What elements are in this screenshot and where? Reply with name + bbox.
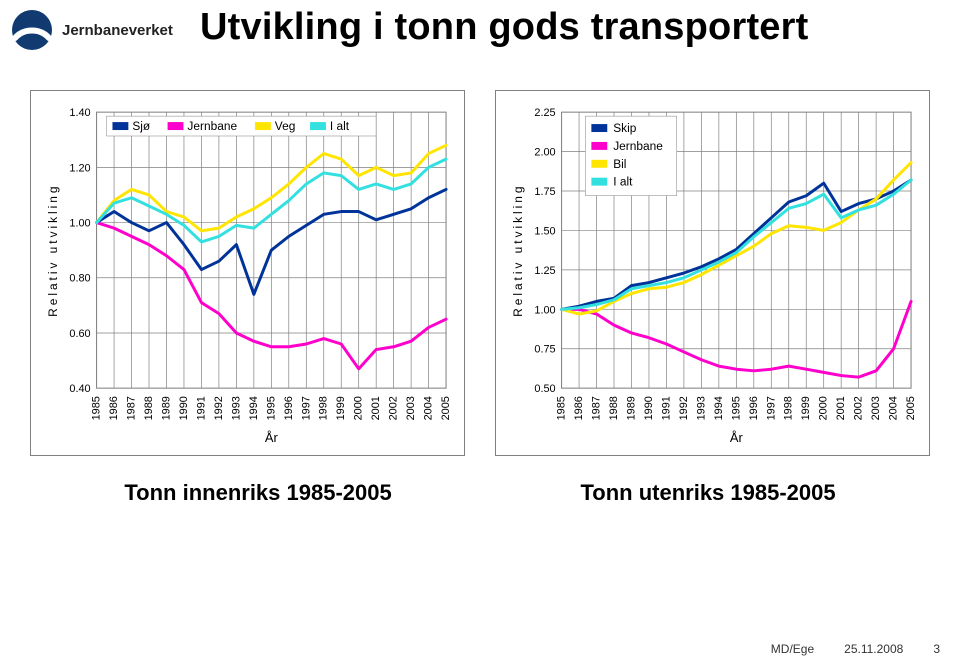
svg-text:0.75: 0.75 xyxy=(534,344,555,356)
svg-text:1994: 1994 xyxy=(248,396,260,420)
svg-text:Relativ utvikling: Relativ utvikling xyxy=(511,183,525,316)
svg-text:2000: 2000 xyxy=(353,396,365,420)
svg-text:1989: 1989 xyxy=(625,396,637,420)
svg-text:2002: 2002 xyxy=(388,396,400,420)
svg-text:År: År xyxy=(265,430,279,445)
brand-text: Jernbaneverket xyxy=(62,22,173,39)
footer-date: 25.11.2008 xyxy=(844,642,903,656)
svg-text:2000: 2000 xyxy=(818,396,830,420)
svg-text:1.25: 1.25 xyxy=(534,265,555,277)
svg-text:2005: 2005 xyxy=(440,396,452,420)
svg-text:1988: 1988 xyxy=(143,396,155,420)
chart-left-subtitle: Tonn innenriks 1985-2005 xyxy=(124,480,391,506)
charts-row: 0.40 0.60 0.80 1.00 1.20 1.40 1985 1986 1987 1988… xyxy=(30,90,930,456)
brand-logo-icon xyxy=(10,8,54,52)
slide: Jernbaneverket Utvikling i tonn gods tra… xyxy=(0,0,960,666)
svg-text:År: År xyxy=(730,430,744,445)
svg-text:Jernbane: Jernbane xyxy=(187,119,237,133)
svg-text:1995: 1995 xyxy=(265,396,277,420)
svg-text:1985: 1985 xyxy=(91,396,103,420)
svg-text:1988: 1988 xyxy=(608,396,620,420)
subtitles-row: Tonn innenriks 1985-2005 Tonn utenriks 1… xyxy=(30,480,930,506)
svg-text:2.25: 2.25 xyxy=(534,107,555,119)
svg-text:1998: 1998 xyxy=(318,396,330,420)
svg-text:1995: 1995 xyxy=(730,396,742,420)
svg-text:1996: 1996 xyxy=(748,396,760,420)
footer-left: MD/Ege xyxy=(771,642,814,656)
svg-text:1990: 1990 xyxy=(643,396,655,420)
svg-text:Relativ utvikling: Relativ utvikling xyxy=(46,183,60,316)
svg-text:1996: 1996 xyxy=(283,396,295,420)
svg-text:0.40: 0.40 xyxy=(69,383,90,395)
svg-text:1989: 1989 xyxy=(160,396,172,420)
svg-text:1992: 1992 xyxy=(213,396,225,420)
brand-header: Jernbaneverket xyxy=(10,8,173,52)
svg-text:I alt: I alt xyxy=(613,175,633,189)
svg-text:0.50: 0.50 xyxy=(534,383,555,395)
chart-left: 0.40 0.60 0.80 1.00 1.20 1.40 1985 1986 1987 1988… xyxy=(39,99,456,449)
svg-text:1999: 1999 xyxy=(800,396,812,420)
svg-text:1.75: 1.75 xyxy=(534,186,555,198)
svg-text:1.50: 1.50 xyxy=(534,225,555,237)
svg-text:1.00: 1.00 xyxy=(69,218,90,230)
svg-text:Bil: Bil xyxy=(613,157,626,171)
svg-text:1993: 1993 xyxy=(230,396,242,420)
svg-text:2004: 2004 xyxy=(888,396,900,420)
svg-text:2003: 2003 xyxy=(870,396,882,420)
footer-page: 3 xyxy=(933,642,940,656)
svg-text:0.60: 0.60 xyxy=(69,328,90,340)
chart-right: 0.50 0.75 1.00 1.25 1.50 1.75 2.00 2.25 1985 1986… xyxy=(504,99,921,449)
svg-text:1992: 1992 xyxy=(678,396,690,420)
svg-text:I alt: I alt xyxy=(330,119,350,133)
svg-text:1987: 1987 xyxy=(126,396,138,420)
svg-text:Skip: Skip xyxy=(613,121,637,135)
svg-text:1986: 1986 xyxy=(108,396,120,420)
svg-text:0.80: 0.80 xyxy=(69,273,90,285)
svg-text:2003: 2003 xyxy=(405,396,417,420)
svg-text:1991: 1991 xyxy=(195,396,207,420)
slide-footer: MD/Ege 25.11.2008 3 xyxy=(771,642,940,656)
chart-right-subtitle: Tonn utenriks 1985-2005 xyxy=(580,480,835,506)
chart-left-frame: 0.40 0.60 0.80 1.00 1.20 1.40 1985 1986 1987 1988… xyxy=(30,90,465,456)
svg-text:2.00: 2.00 xyxy=(534,147,555,159)
svg-text:2005: 2005 xyxy=(905,396,917,420)
slide-title: Utvikling i tonn gods transportert xyxy=(200,6,940,49)
svg-text:2004: 2004 xyxy=(423,396,435,420)
svg-text:1.20: 1.20 xyxy=(69,162,90,174)
svg-text:2001: 2001 xyxy=(370,396,382,420)
svg-text:1997: 1997 xyxy=(765,396,777,420)
svg-text:2001: 2001 xyxy=(835,396,847,420)
svg-text:1991: 1991 xyxy=(660,396,672,420)
svg-text:1.40: 1.40 xyxy=(69,107,90,119)
svg-text:1998: 1998 xyxy=(783,396,795,420)
svg-text:1.00: 1.00 xyxy=(534,304,555,316)
svg-text:1986: 1986 xyxy=(573,396,585,420)
svg-text:1990: 1990 xyxy=(178,396,190,420)
svg-text:Veg: Veg xyxy=(275,119,296,133)
chart-right-frame: 0.50 0.75 1.00 1.25 1.50 1.75 2.00 2.25 1985 1986… xyxy=(495,90,930,456)
svg-text:Sjø: Sjø xyxy=(132,119,150,133)
svg-text:Jernbane: Jernbane xyxy=(613,139,663,153)
svg-text:1985: 1985 xyxy=(556,396,568,420)
svg-text:2002: 2002 xyxy=(853,396,865,420)
svg-text:1993: 1993 xyxy=(695,396,707,420)
svg-text:1999: 1999 xyxy=(335,396,347,420)
svg-text:1987: 1987 xyxy=(591,396,603,420)
svg-text:1994: 1994 xyxy=(713,396,725,420)
svg-text:1997: 1997 xyxy=(300,396,312,420)
